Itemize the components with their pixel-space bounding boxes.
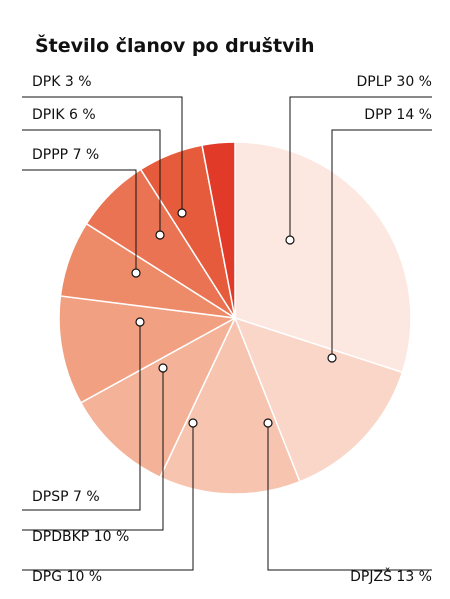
slice-value: 10 % bbox=[94, 529, 130, 545]
slice-value: 30 % bbox=[396, 74, 432, 90]
slice-category: DPPP bbox=[32, 147, 68, 163]
slice-label: DPJZŠ 13 % bbox=[350, 567, 432, 585]
slice-category: DPIK bbox=[32, 107, 65, 123]
slice-value: 6 % bbox=[69, 107, 96, 123]
leader-line bbox=[22, 129, 161, 235]
slice-category: DPG bbox=[32, 569, 62, 585]
pie-slice bbox=[201, 141, 236, 319]
leader-dot bbox=[158, 363, 168, 373]
leader-dot bbox=[285, 235, 295, 245]
slice-category: DPDBKP bbox=[32, 529, 89, 545]
slice-label: DPG 10 % bbox=[32, 569, 102, 585]
slice-label: DPDBKP 10 % bbox=[32, 529, 129, 545]
leader-dot bbox=[155, 230, 165, 240]
leader-line bbox=[22, 96, 183, 213]
slice-label: DPLP 30 % bbox=[357, 74, 433, 90]
leader-line bbox=[331, 129, 432, 358]
slice-value: 10 % bbox=[67, 569, 103, 585]
leader-dot bbox=[177, 208, 187, 218]
pie-slice bbox=[79, 316, 237, 479]
slice-value: 7 % bbox=[73, 489, 100, 505]
leader-line bbox=[267, 423, 432, 571]
slice-category: DPJZŠ bbox=[350, 567, 392, 585]
slice-label: DPK 3 % bbox=[32, 74, 92, 90]
slice-label: DPPP 7 % bbox=[32, 147, 99, 163]
leader-line bbox=[22, 169, 137, 273]
pie-slice bbox=[233, 316, 404, 483]
leader-dot bbox=[188, 418, 198, 428]
slice-category: DPSP bbox=[32, 489, 69, 505]
leader-line bbox=[22, 322, 141, 511]
slice-category: DPP bbox=[364, 107, 392, 123]
chart-title: Število članov po društvih bbox=[35, 33, 315, 57]
slice-value: 3 % bbox=[65, 74, 92, 90]
slice-value: 7 % bbox=[73, 147, 100, 163]
leader-line bbox=[22, 423, 194, 571]
slice-value: 13 % bbox=[396, 569, 432, 585]
pie-slice bbox=[159, 316, 301, 495]
slice-label: DPIK 6 % bbox=[32, 107, 96, 123]
leader-line bbox=[22, 368, 164, 531]
leader-line bbox=[289, 96, 432, 240]
slice-category: DPLP bbox=[357, 74, 392, 90]
pie-slice bbox=[234, 141, 412, 374]
leader-dot bbox=[135, 317, 145, 327]
slice-label: DPSP 7 % bbox=[32, 489, 100, 505]
leader-dot bbox=[263, 418, 273, 428]
leader-dot bbox=[131, 268, 141, 278]
slice-category: DPK bbox=[32, 74, 61, 90]
slice-label: DPP 14 % bbox=[364, 107, 432, 123]
leader-dot bbox=[327, 353, 337, 363]
pie-slice bbox=[58, 295, 238, 404]
slice-value: 14 % bbox=[396, 107, 432, 123]
